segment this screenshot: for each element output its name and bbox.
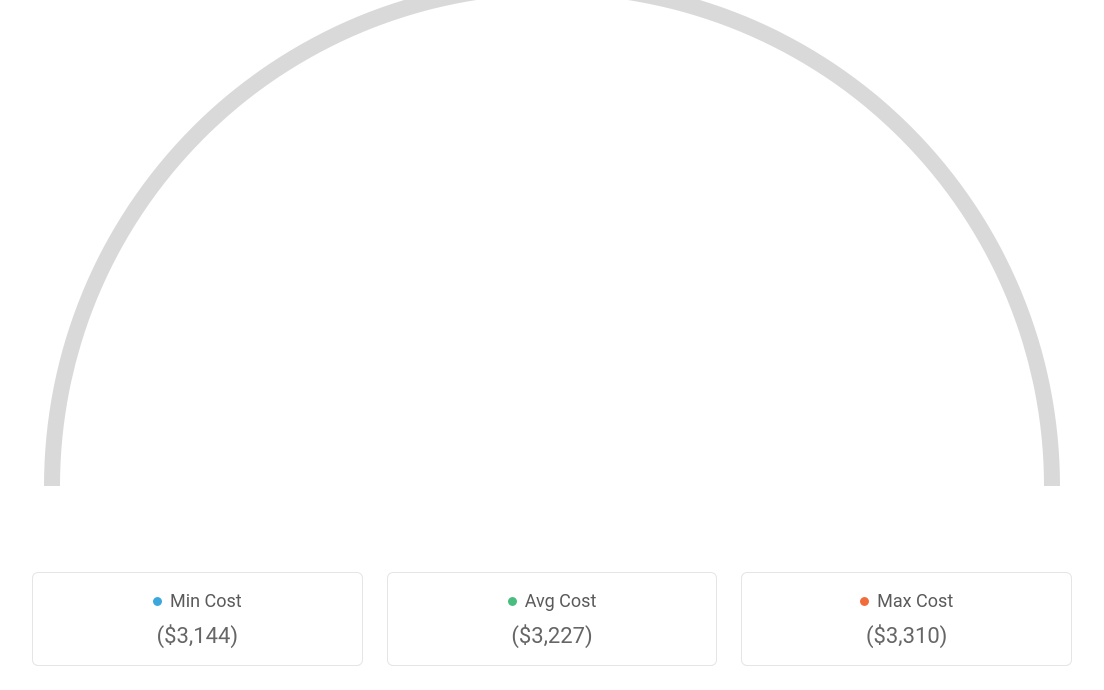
summary-cards: Min Cost ($3,144) Avg Cost ($3,227) Max … [32,572,1072,666]
avg-cost-label: Avg Cost [525,591,597,612]
avg-cost-card: Avg Cost ($3,227) [387,572,718,666]
max-cost-label: Max Cost [877,591,953,612]
max-cost-value: ($3,310) [752,624,1061,649]
avg-cost-label-row: Avg Cost [508,591,597,612]
min-cost-label-row: Min Cost [153,591,242,612]
min-cost-card: Min Cost ($3,144) [32,572,363,666]
outer-ring [44,0,1060,486]
gauge-chart-container: Min Cost ($3,144) Avg Cost ($3,227) Max … [0,0,1104,690]
avg-cost-value: ($3,227) [398,624,707,649]
gauge-svg [0,0,1104,565]
min-cost-label: Min Cost [170,591,242,612]
min-cost-value: ($3,144) [43,624,352,649]
max-cost-card: Max Cost ($3,310) [741,572,1072,666]
max-cost-label-row: Max Cost [860,591,953,612]
min-cost-dot [153,597,162,606]
max-cost-dot [860,597,869,606]
avg-cost-dot [508,597,517,606]
